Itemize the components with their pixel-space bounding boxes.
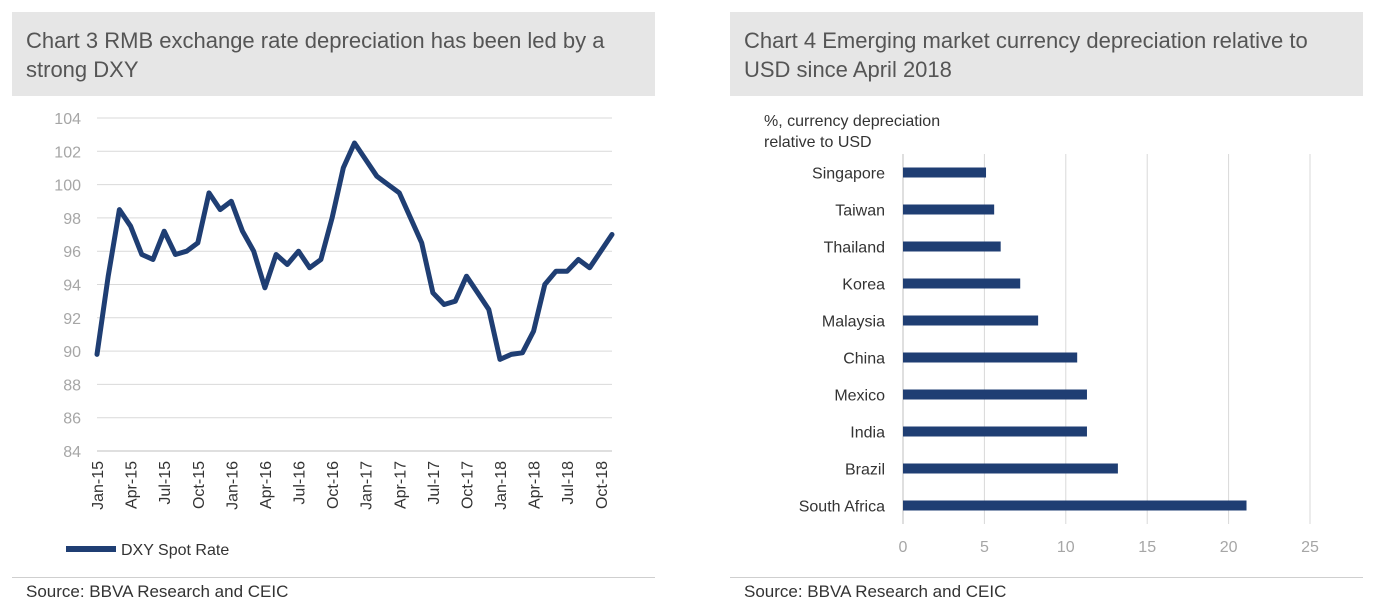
chart4-svg: %, currency depreciation relative to USD 0… (764, 113, 1319, 556)
x-tick-group: Jul-15 (157, 461, 174, 505)
x-tick-label: Jul-15 (157, 461, 174, 505)
x-tick-group: Jan-18 (493, 461, 510, 510)
legend-label: DXY Spot Rate (121, 542, 229, 559)
bar-taiwan (903, 204, 995, 215)
category-label: Taiwan (835, 203, 885, 220)
x-tick-group: Jul-18 (560, 461, 577, 505)
y-tick-label: 102 (54, 144, 81, 161)
x-tick-label: Jan-17 (359, 461, 376, 510)
x-tick-label: Jan-18 (493, 461, 510, 510)
x-tick-group: Jan-17 (359, 461, 376, 510)
chart4-bottom-rule (730, 577, 1363, 578)
y-tick-label: 92 (63, 311, 81, 328)
category-label: Brazil (845, 462, 885, 479)
x-tick-label: Oct-15 (191, 461, 208, 509)
x-tick-group: Jul-17 (426, 461, 443, 505)
x-tick-label: 10 (1057, 539, 1075, 556)
x-tick-label: Jan-16 (224, 461, 241, 510)
category-label: China (843, 351, 885, 368)
category-label: Mexico (834, 388, 885, 405)
x-tick-label: Oct-16 (325, 461, 342, 509)
x-tick-group: Oct-17 (459, 461, 476, 509)
y-tick-label: 98 (63, 211, 81, 228)
y-tick-label: 84 (63, 444, 81, 461)
x-tick-label: 15 (1138, 539, 1156, 556)
x-tick-group: Apr-16 (258, 461, 275, 509)
x-tick-group: Jan-15 (90, 461, 107, 510)
bar-china (903, 352, 1078, 363)
category-label: Singapore (812, 166, 885, 183)
x-tick-group: Jan-16 (224, 461, 241, 510)
chart3-panel: Chart 3 RMB exchange rate depreciation h… (12, 12, 655, 96)
y-axis-label-line1: %, currency depreciation (764, 113, 940, 130)
chart3-title: Chart 3 RMB exchange rate depreciation h… (12, 12, 655, 96)
x-tick-label: Apr-18 (527, 461, 544, 509)
chart4-panel: Chart 4 Emerging market currency depreci… (730, 12, 1363, 96)
y-tick-label: 96 (63, 244, 81, 261)
bar-india (903, 426, 1087, 437)
x-tick-label: Oct-17 (459, 461, 476, 509)
y-tick-label: 100 (54, 178, 81, 195)
chart3-svg: 84 86 88 90 92 94 96 98 100 102 104 Jan-15 Apr-15 Jul… (54, 111, 615, 559)
chart3-bottom-rule (12, 577, 655, 578)
bar-brazil (903, 463, 1118, 474)
x-tick-label: Jul-16 (292, 461, 309, 505)
x-tick-label: Apr-17 (392, 461, 409, 509)
x-tick-label: 20 (1220, 539, 1238, 556)
y-tick-label: 94 (63, 278, 81, 295)
y-axis-label-line2: relative to USD (764, 134, 872, 151)
x-tick-label: Jul-18 (560, 461, 577, 505)
bar-singapore (903, 167, 987, 178)
category-label: Thailand (824, 240, 885, 257)
x-tick-group: Apr-15 (124, 461, 141, 509)
dxy-line (94, 140, 615, 362)
bar-korea (903, 278, 1021, 289)
x-tick-label: 25 (1301, 539, 1319, 556)
y-tick-label: 104 (54, 111, 81, 128)
x-tick-label: 0 (899, 539, 908, 556)
category-label: Malaysia (822, 314, 885, 331)
x-tick-group: Oct-16 (325, 461, 342, 509)
y-tick-label: 90 (63, 344, 81, 361)
chart4-source: Source: BBVA Research and CEIC (744, 582, 1007, 601)
x-tick-label: Apr-16 (258, 461, 275, 509)
x-tick-group: Oct-18 (594, 461, 611, 509)
x-tick-group: Apr-18 (527, 461, 544, 509)
category-label: Korea (842, 277, 885, 294)
bar-thailand (903, 241, 1001, 252)
bar-mexico (903, 389, 1087, 400)
category-label: India (850, 425, 885, 442)
bar-south-africa (903, 500, 1247, 511)
x-tick-label: Jul-17 (426, 461, 443, 505)
bar-malaysia (903, 315, 1039, 326)
chart3-source: Source: BBVA Research and CEIC (26, 582, 289, 601)
x-tick-label: Oct-18 (594, 461, 611, 509)
chart4-title: Chart 4 Emerging market currency depreci… (730, 12, 1363, 96)
x-tick-group: Oct-15 (191, 461, 208, 509)
x-tick-group: Jul-16 (292, 461, 309, 505)
y-tick-label: 86 (63, 411, 81, 428)
x-tick-label: Jan-15 (90, 461, 107, 510)
x-tick-label: 5 (980, 539, 989, 556)
x-tick-group: Apr-17 (392, 461, 409, 509)
category-label: South Africa (799, 499, 885, 516)
x-tick-label: Apr-15 (124, 461, 141, 509)
y-tick-label: 88 (63, 377, 81, 394)
